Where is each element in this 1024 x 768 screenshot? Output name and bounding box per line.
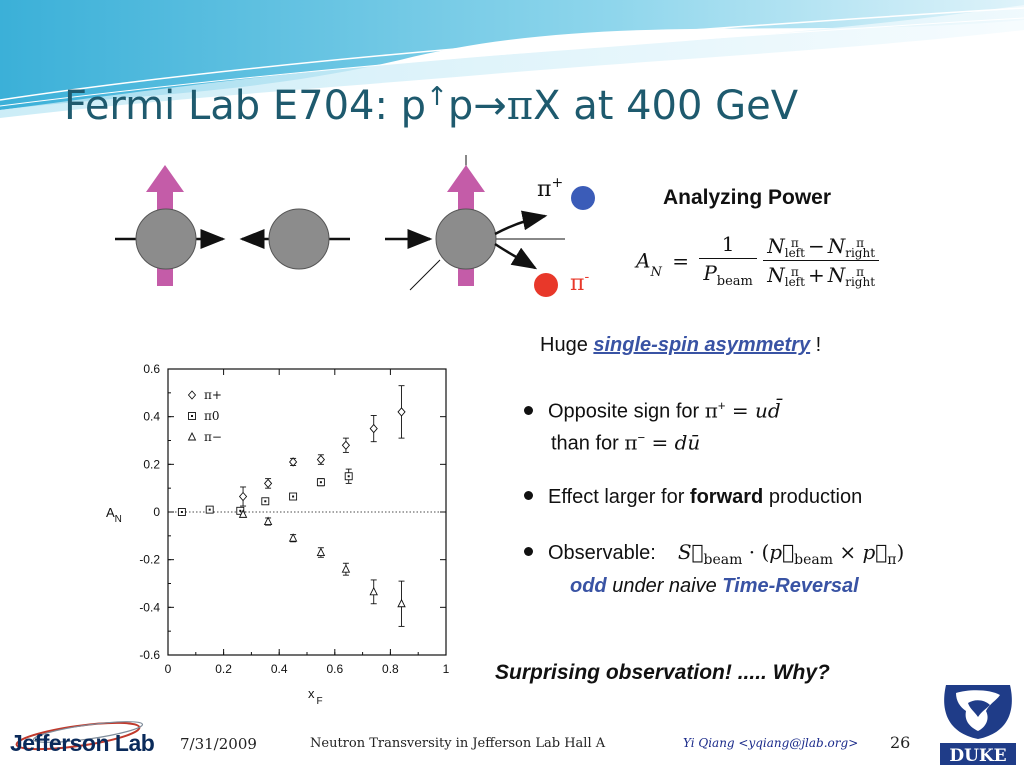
asymmetry-chart: 0 0.2 0.4 0.6 0.8 10.60.40.20-0.2-0.4-0.6 π+π… <box>106 362 450 707</box>
legend-label-0: π+ <box>204 388 222 402</box>
y-tick-label: 0 <box>153 505 160 519</box>
y-tick-label: 0.6 <box>143 362 160 376</box>
data-point-series-0 <box>238 491 248 502</box>
duke-logo: DUKE <box>940 685 1016 766</box>
scattering-proton-right: π+ π- <box>385 155 595 297</box>
x-tick-label: 1 <box>443 662 450 676</box>
header-wave-background <box>0 0 1024 118</box>
analyzing-power-title: Analyzing Power <box>663 186 832 209</box>
footer-author: Yi Qiang <yqiang@jlab.org> <box>683 736 859 750</box>
footer-title: Neutron Transversity in Jefferson Lab Ha… <box>310 736 606 751</box>
legend-marker-1 <box>188 412 196 420</box>
bullet-forward-production: Effect larger for forward production <box>524 486 862 509</box>
data-point-series-2 <box>397 598 406 608</box>
data-point-series-0 <box>316 454 325 465</box>
huge-asymmetry-line: Huge single-spin asymmetry ! <box>540 334 822 356</box>
pi-plus-particle <box>571 186 595 210</box>
y-axis-label: AN <box>106 505 122 525</box>
data-point-series-2 <box>263 516 273 525</box>
legend-marker-2 <box>187 431 197 441</box>
legend-label-1: π0 <box>204 409 220 423</box>
data-point-series-1 <box>316 478 325 487</box>
data-point-series-0 <box>263 478 273 489</box>
footer-date: 7/31/2009 <box>180 735 257 753</box>
data-point-series-1 <box>261 497 270 506</box>
surprising-observation: Surprising observation! ..... Why? <box>495 661 830 684</box>
marker-square-dot <box>347 475 350 478</box>
page-number: 26 <box>890 733 911 752</box>
data-point-series-1 <box>344 472 353 481</box>
marker-square-dot <box>264 500 267 503</box>
data-point-series-1 <box>289 492 298 501</box>
data-point-series-2 <box>369 586 378 596</box>
bullet-opposite-sign-cont: than for π− = dū <box>551 430 701 455</box>
bullet-opposite-sign: Opposite sign for π+ = ud̄ <box>524 398 781 424</box>
time-reversal-note: odd under naive Time-Reversal <box>570 575 859 597</box>
data-point-series-0 <box>341 440 351 450</box>
chart-legend: π+ π0 π− <box>187 388 222 444</box>
data-point-series-2 <box>316 547 326 556</box>
data-point-series-2 <box>238 509 248 518</box>
pi-plus-label: π+ <box>537 175 563 202</box>
unpolarized-proton <box>239 208 350 270</box>
content-panel <box>90 155 935 708</box>
x-tick-label: 0.8 <box>382 662 399 676</box>
legend-label-2: π− <box>204 430 222 444</box>
marker-square-dot <box>180 511 183 513</box>
y-tick-label: 0.2 <box>143 457 160 471</box>
data-point-series-1 <box>205 505 214 514</box>
marker-square-dot <box>292 495 295 498</box>
y-tick-label: -0.2 <box>139 553 160 567</box>
x-tick-label: 0.4 <box>271 662 288 676</box>
data-point-series-1 <box>177 508 186 516</box>
marker-square-dot <box>208 508 211 511</box>
marker-square-dot <box>191 415 193 417</box>
y-tick-label: -0.4 <box>139 600 160 614</box>
data-point-series-0 <box>397 407 406 417</box>
data-point-series-0 <box>289 457 298 467</box>
chart-points <box>177 385 406 627</box>
x-tick-label: 0.6 <box>326 662 343 676</box>
data-point-series-1 <box>236 506 245 515</box>
bullet-observable: Observable: S⃗beam · (p⃗beam × p⃗π) <box>524 540 904 568</box>
marker-square-dot <box>239 509 242 512</box>
data-point-series-0 <box>369 423 378 434</box>
jefferson-lab-logo-text: Jefferson Lab <box>10 730 155 756</box>
x-axis-label: xF <box>308 686 323 707</box>
pi-minus-label: π- <box>570 269 589 296</box>
x-tick-label: 0.2 <box>215 662 232 676</box>
pi-minus-particle <box>534 273 558 297</box>
data-point-series-2 <box>341 564 351 573</box>
y-tick-label: -0.6 <box>139 648 160 662</box>
legend-marker-0 <box>187 390 197 400</box>
slide-title: Fermi Lab E704: p↑p→πX at 400 GeV <box>64 82 799 129</box>
jefferson-lab-logo-swoosh <box>15 721 144 751</box>
y-tick-label: 0.4 <box>143 410 160 424</box>
chart-ticks: 0 0.2 0.4 0.6 0.8 1 0.6 0.4 0.2 0 -0.2 -0.4 -0.6 <box>139 362 449 676</box>
marker-square-dot <box>319 481 322 484</box>
duke-logo-text: DUKE <box>949 746 1006 766</box>
scattering-diagram: π+ π- <box>115 155 595 297</box>
x-tick-label: 0 <box>165 662 172 676</box>
spin-up-proton-left <box>115 165 226 286</box>
data-point-series-2 <box>288 533 298 542</box>
